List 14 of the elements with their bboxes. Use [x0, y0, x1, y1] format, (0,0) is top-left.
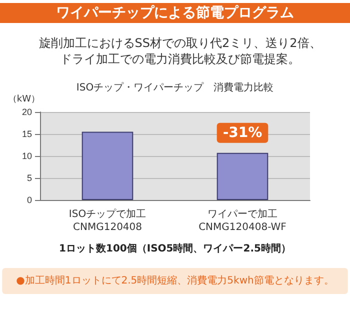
x-tick-label: ISOチップで加工 CNMG120408	[68, 208, 146, 233]
y-tick-label: 10	[22, 151, 32, 161]
annotation: -31%	[222, 124, 262, 141]
y-tick-label: 20	[22, 107, 32, 117]
x-axis-title: 1ロット数100個（ISO5時間、ワイパー2.5時間）	[59, 242, 291, 254]
x-tick-label: ワイパーで加工 CNMG120408-WF	[198, 208, 287, 233]
y-tick-label: 0	[26, 195, 32, 205]
y-axis-title: （kW）	[8, 94, 40, 104]
chart-title: ワイパーチップによる節電プログラム	[56, 4, 294, 21]
y-tick-label: 5	[26, 173, 32, 183]
y-tick-label: 15	[22, 129, 32, 139]
text: ●加工時間1ロットにて2.5時間短縮、消費電力5kwh節電となります。	[16, 274, 334, 286]
text: ISOチップ・ワイパーチップ 消費電力比較	[76, 82, 274, 94]
chart-subtitle: 旋削加工におけるSS材での取り代2ミリ、送り2倍、ドライ加工での電力消費比較及び節電提案。	[38, 36, 322, 66]
